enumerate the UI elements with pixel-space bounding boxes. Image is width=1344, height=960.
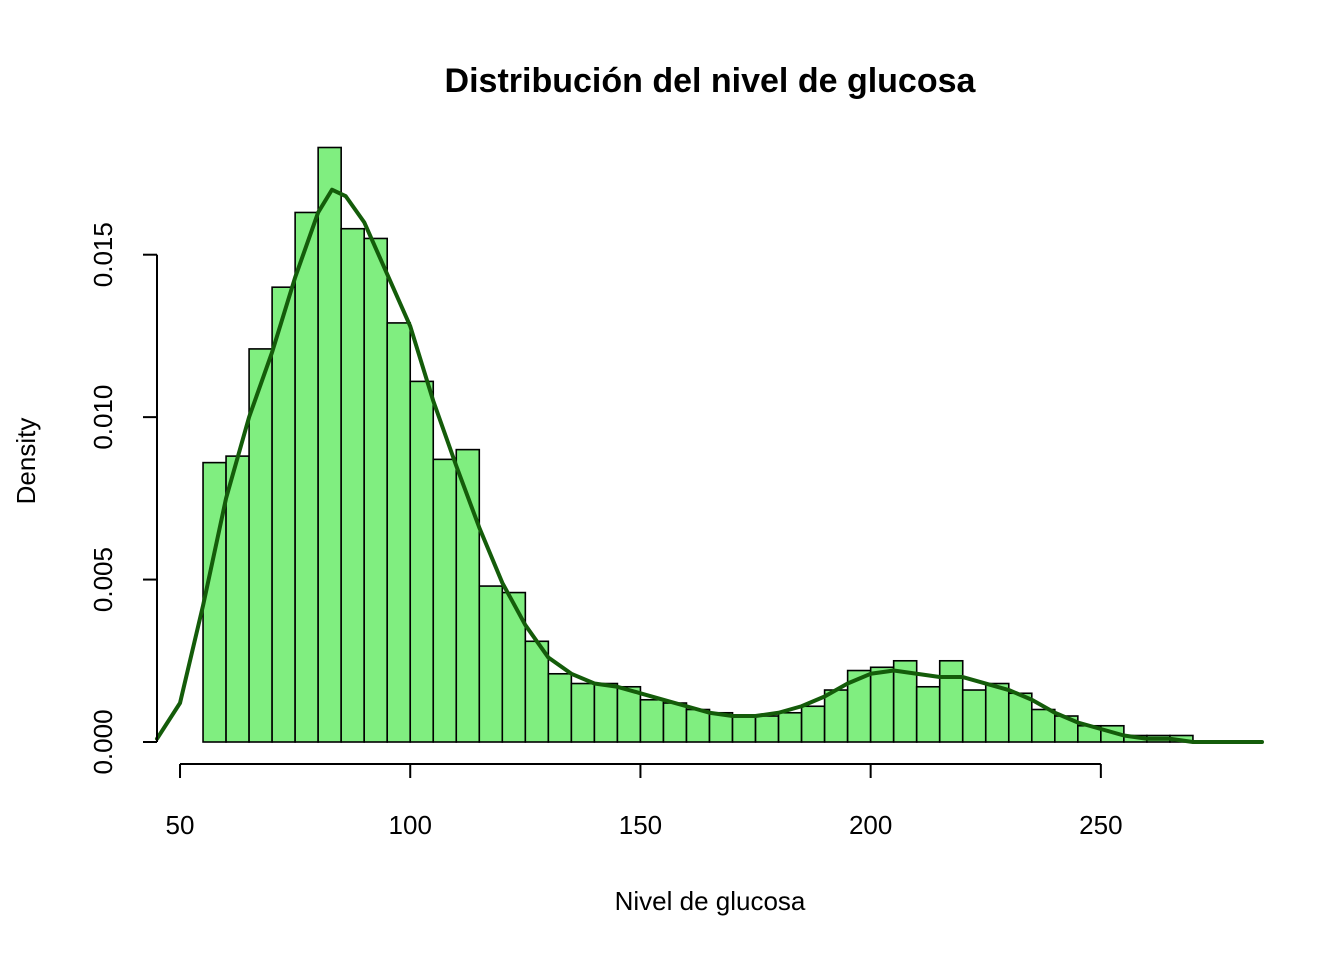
histogram-bar: [547, 672, 573, 743]
histogram-bar: [570, 682, 596, 743]
x-tick-label: 200: [849, 810, 892, 840]
y-tick-label: 0.005: [88, 547, 118, 612]
histogram-bar: [593, 682, 619, 743]
histogram-bar: [800, 705, 826, 743]
histogram-bar: [271, 286, 296, 743]
y-tick-label: 0.015: [88, 222, 118, 287]
histogram-bar: [777, 711, 803, 743]
histogram-bar: [938, 659, 964, 743]
histogram-bar: [478, 585, 504, 743]
histogram-bar: [616, 685, 642, 743]
x-tick-label: 50: [166, 810, 195, 840]
y-tick-label: 0.010: [88, 385, 118, 450]
x-axis-ticks: 50 100 150 200 250: [166, 764, 1123, 840]
histogram-bar: [731, 715, 757, 743]
x-tick-label: 100: [389, 810, 432, 840]
histogram-bar: [662, 702, 688, 743]
histogram-bar: [202, 461, 227, 743]
y-axis-label: Density: [11, 418, 41, 505]
histogram-bar: [524, 640, 550, 743]
y-tick-label: 0.000: [88, 709, 118, 774]
histogram-bar: [294, 211, 319, 743]
histogram-bar: [363, 237, 389, 743]
histogram-bar: [1007, 692, 1033, 743]
histogram-bar: [915, 685, 941, 743]
histogram-bar: [386, 322, 412, 743]
histogram-bar: [340, 227, 365, 743]
histogram-bar: [754, 715, 780, 743]
histogram-bar: [317, 146, 342, 743]
histogram-bar: [409, 380, 435, 743]
histogram-bar: [984, 682, 1010, 743]
histogram-bar: [823, 689, 849, 743]
histogram-bar: [225, 455, 250, 743]
y-axis-ticks: 0.000 0.005 0.010 0.015: [88, 222, 157, 775]
x-tick-label: 150: [619, 810, 662, 840]
x-axis-label: Nivel de glucosa: [615, 886, 806, 916]
density-curve: [155, 187, 1264, 744]
x-tick-label: 250: [1079, 810, 1122, 840]
chart-title: Distribución del nivel de glucosa: [445, 62, 977, 100]
histogram-bar: [869, 666, 895, 743]
histogram-bar: [639, 698, 665, 743]
histogram-bar: [432, 458, 458, 743]
histogram-bars: [202, 146, 1194, 743]
histogram-bar: [961, 689, 987, 743]
histogram-bar: [685, 708, 711, 743]
histogram-bar: [1030, 708, 1056, 743]
